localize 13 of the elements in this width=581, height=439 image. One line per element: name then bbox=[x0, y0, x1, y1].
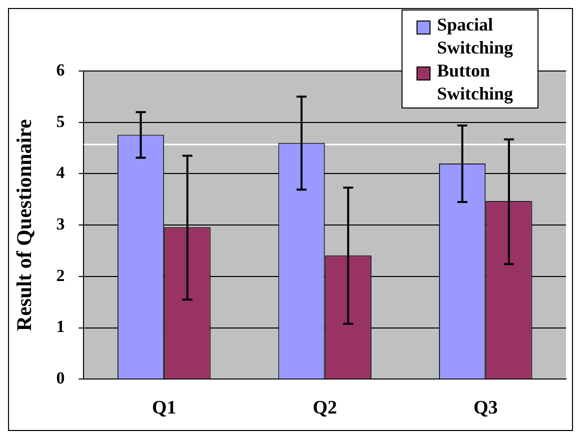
y-tick-label: 3 bbox=[56, 214, 65, 234]
y-tick-label: 6 bbox=[56, 60, 65, 80]
x-tick-label: Q3 bbox=[473, 398, 498, 419]
y-tick-label: 5 bbox=[56, 112, 65, 131]
y-tick-label: 2 bbox=[56, 266, 65, 285]
x-tick-label: Q1 bbox=[152, 398, 176, 419]
y-tick-label: 4 bbox=[56, 163, 66, 182]
y-axis-title: Result of Questionnaire bbox=[12, 119, 36, 332]
y-tick-label: 0 bbox=[56, 368, 65, 388]
x-tick-label: Q2 bbox=[312, 398, 337, 419]
legend-label: Spacial Switching bbox=[437, 14, 514, 58]
legend-label: Button Switching bbox=[437, 60, 514, 104]
y-tick-label: 1 bbox=[56, 317, 65, 336]
